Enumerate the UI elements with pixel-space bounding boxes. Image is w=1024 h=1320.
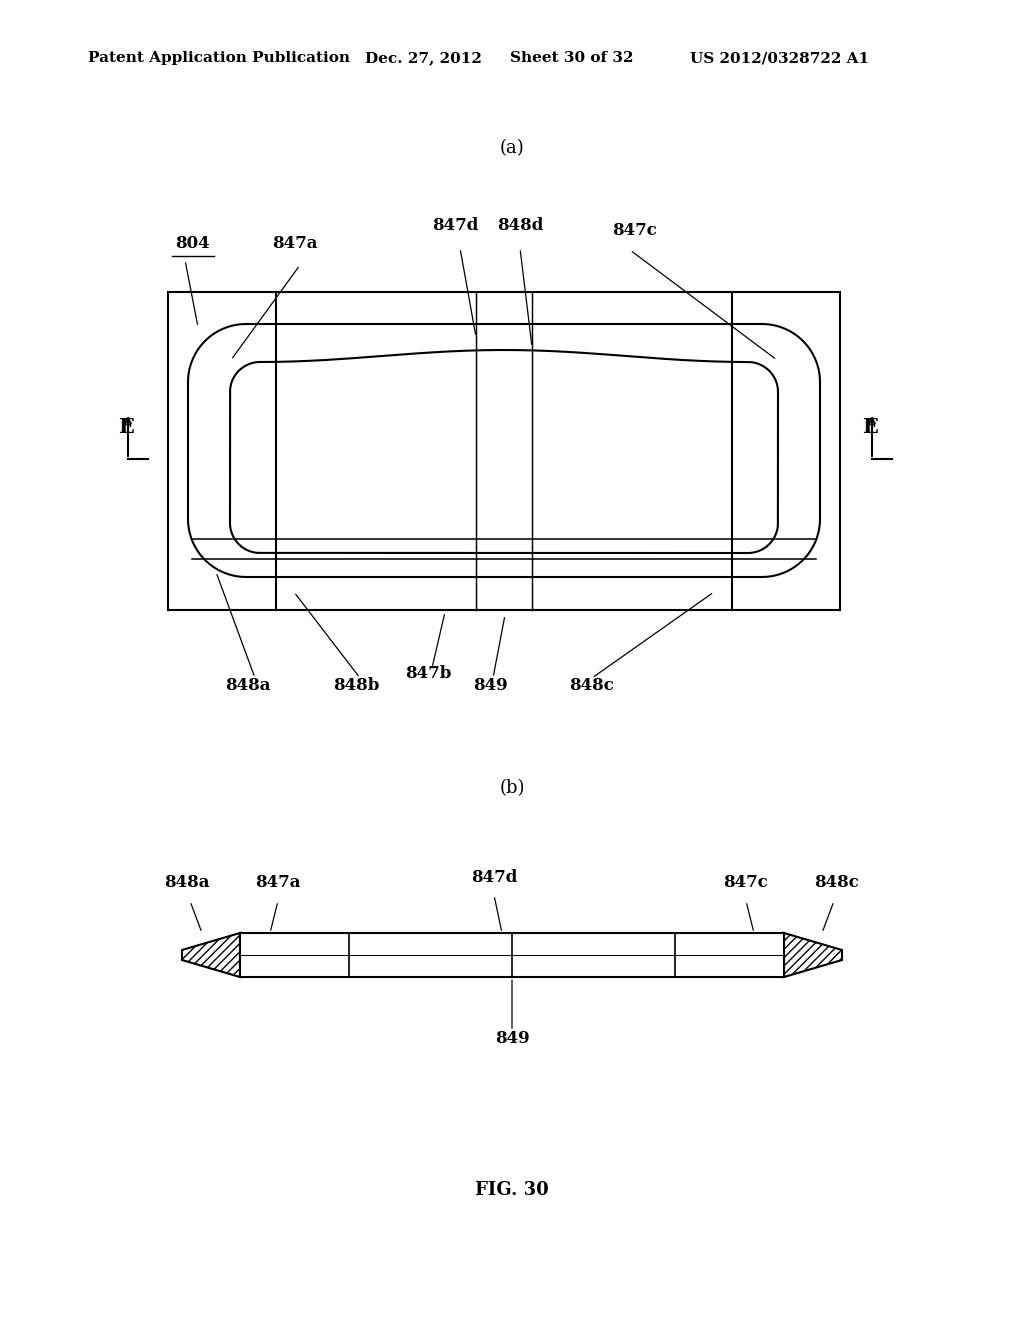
Text: 847d: 847d [432, 216, 478, 234]
Text: 849: 849 [495, 1030, 529, 1047]
Text: 848c: 848c [569, 677, 614, 694]
Text: Sheet 30 of 32: Sheet 30 of 32 [510, 51, 634, 65]
Text: 848d: 848d [497, 216, 543, 234]
Text: Dec. 27, 2012: Dec. 27, 2012 [365, 51, 482, 65]
Text: 847a: 847a [272, 235, 317, 252]
Text: (a): (a) [500, 139, 524, 157]
Text: 848a: 848a [225, 677, 270, 694]
Text: 848c: 848c [814, 874, 859, 891]
Bar [168, 292, 840, 610]
Bar [240, 933, 784, 977]
Text: 847c: 847c [724, 874, 768, 891]
Text: E: E [118, 417, 134, 437]
Text: US 2012/0328722 A1: US 2012/0328722 A1 [690, 51, 869, 65]
Text: FIG. 30: FIG. 30 [475, 1181, 549, 1199]
Text: 847d: 847d [471, 869, 517, 886]
Text: 848b: 848b [333, 677, 379, 694]
Text: (b): (b) [500, 779, 524, 797]
Text: 848a: 848a [164, 874, 210, 891]
Text: 847c: 847c [612, 222, 657, 239]
Text: Patent Application Publication: Patent Application Publication [88, 51, 350, 65]
Text: 847b: 847b [404, 665, 452, 682]
Text: 804: 804 [175, 235, 209, 252]
Text: 847a: 847a [255, 874, 301, 891]
Text: 849: 849 [473, 677, 507, 694]
Text: E: E [862, 417, 878, 437]
